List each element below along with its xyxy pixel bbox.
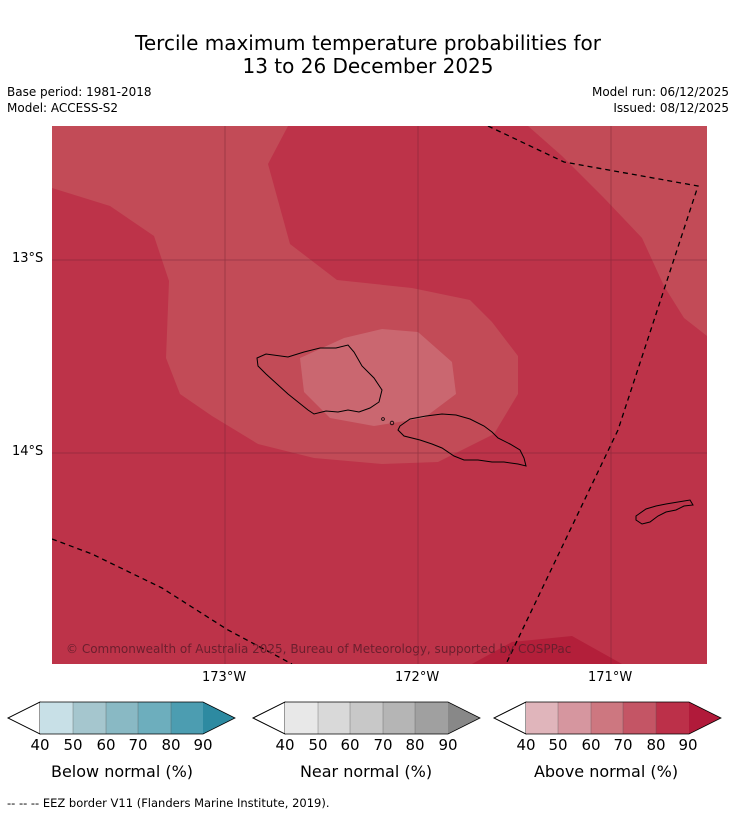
colorbar-above-bin-50 [558,702,591,734]
colorbar-tick: 50 [548,736,568,754]
colorbar-tick: 50 [308,736,328,754]
colorbar-below-bin-80 [171,702,203,734]
colorbars [7,701,722,735]
lat-tick-14s: 14°S [12,444,44,459]
colorbar-below-bin-40 [40,702,73,734]
colorbar-tick: 40 [30,736,50,754]
colorbar-below-bin-50 [73,702,106,734]
colorbar-tick: 90 [678,736,698,754]
island-manono [381,417,385,421]
colorbar-near-over [448,702,480,734]
map-svg: © Commonwealth of Australia 2025, Bureau… [52,126,707,664]
probability-band-70-east [528,126,707,336]
colorbar-tick: 80 [646,736,666,754]
lat-tick-13s: 13°S [12,251,44,266]
colorbar-above-bin-70 [623,702,656,734]
colorbar-below-bin-70 [138,702,171,734]
colorbar-below-bin-60 [106,702,138,734]
colorbar-tick: 40 [275,736,295,754]
eez-border-legend: -- -- -- EEZ border V11 (Flanders Marine… [7,796,330,810]
probability-band-60-center [300,329,456,426]
colorbar-above-over [689,702,721,734]
island-upolu [397,413,527,467]
colorbar-near-bin-70 [383,702,415,734]
colorbar-tick: 80 [405,736,425,754]
colorbar-tick: 40 [516,736,536,754]
colorbar-above-label: Above normal (%) [533,762,679,781]
copyright-notice: © Commonwealth of Australia 2025, Bureau… [66,642,571,656]
eez-border-southwest [52,538,293,664]
model-run: Model run: 06/12/2025 [591,85,729,99]
colorbar-tick: 70 [128,736,148,754]
lon-tick-172w: 172°W [395,670,440,685]
graticule [52,126,707,664]
colorbar-above-bin-80 [656,702,689,734]
colorbar-tick: 60 [581,736,601,754]
colorbar-near-bin-80 [415,702,448,734]
colorbar-above-under [493,701,527,735]
issued-date: Issued: 08/12/2025 [613,101,729,115]
colorbar-tick: 70 [373,736,393,754]
colorbar-tick: 70 [613,736,633,754]
colorbar-below-over [203,702,235,734]
colorbar-near-bin-50 [318,702,350,734]
colorbar-tick: 80 [161,736,181,754]
island-savaii [256,344,383,415]
eez-border-east [487,126,699,664]
colorbar-below-normal [7,701,236,735]
base-period: Base period: 1981-2018 [7,85,152,99]
colorbar-tick: 60 [340,736,360,754]
island-tutuila [635,499,694,525]
island-apolima [389,420,395,426]
probability-band-80-south [472,636,622,664]
colorbar-tick: 50 [63,736,83,754]
colorbar-tick: 90 [193,736,213,754]
lon-tick-173w: 173°W [202,670,247,685]
colorbar-above-normal [493,701,722,735]
colorbar-near-bin-60 [350,702,383,734]
colorbar-above-bin-60 [591,702,623,734]
map-title-line1: Tercile maximum temperature probabilitie… [135,31,601,55]
colorbar-near-bin-40 [285,702,318,734]
colorbar-above-bin-40 [526,702,558,734]
colorbar-tick: 90 [438,736,458,754]
model-name: Model: ACCESS-S2 [7,101,119,115]
map-title-line2: 13 to 26 December 2025 [242,54,494,78]
colorbar-near-under [252,701,286,735]
lon-tick-171w: 171°W [588,670,633,685]
colorbar-near-normal [252,701,481,735]
colorbar-near-label: Near normal (%) [299,762,433,781]
colorbar-below-under [7,701,41,735]
colorbar-below-label: Below normal (%) [50,762,194,781]
colorbar-tick: 60 [96,736,116,754]
probability-map: © Commonwealth of Australia 2025, Bureau… [52,126,707,664]
